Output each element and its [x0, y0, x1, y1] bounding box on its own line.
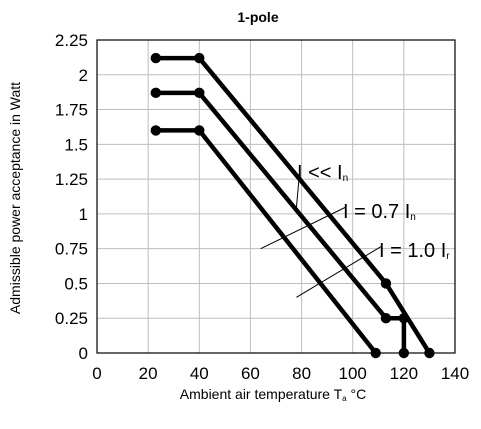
- y-tick-label: 2: [79, 66, 88, 85]
- x-axis-label-unit: °C: [347, 386, 367, 402]
- x-tick-label: 20: [139, 364, 158, 383]
- y-tick-label: 2.25: [55, 31, 88, 50]
- y-tick-label: 0.5: [64, 274, 88, 293]
- data-point-marker: [194, 125, 205, 136]
- data-point-marker: [380, 278, 392, 289]
- y-tick-label: 0.25: [55, 309, 88, 328]
- series-label-text: I << I: [297, 162, 343, 184]
- plot-frame: [96, 39, 456, 354]
- annotation-leader-line: [260, 206, 347, 250]
- annotation-leader-line: [296, 245, 383, 298]
- chart-title: 1-pole: [237, 9, 278, 25]
- data-point-marker: [380, 313, 392, 324]
- y-tick-label: 1: [79, 205, 88, 224]
- x-axis-label-text: Ambient air temperature T: [180, 386, 343, 402]
- x-tick-label: 140: [441, 364, 469, 383]
- y-tick-label: 0: [79, 344, 88, 363]
- y-axis-label: Admissible power acceptance in Watt: [7, 82, 23, 314]
- series-label: I = 0.7 In: [343, 201, 416, 223]
- x-tick-label: 120: [390, 364, 418, 383]
- series-label: I = 1.0 Ir: [379, 240, 450, 262]
- series-label-subscript: n: [410, 212, 416, 223]
- series-label-subscript: r: [446, 251, 450, 262]
- x-tick-label: 0: [92, 364, 101, 383]
- annotations: I << InI = 0.7 InI = 1.0 Ir: [260, 162, 450, 298]
- x-axis-label: Ambient air temperature Ta °C: [180, 386, 366, 403]
- series-line-3: [153, 128, 378, 356]
- data-point-marker: [194, 52, 205, 64]
- data-point-marker: [398, 313, 410, 324]
- data-point-marker: [194, 87, 205, 99]
- series-label: I << In: [297, 162, 348, 184]
- y-tick-label: 0.75: [55, 240, 88, 259]
- y-tick-label: 1.5: [64, 135, 88, 154]
- series-label-text: I = 0.7 I: [343, 201, 410, 223]
- data-point-marker: [424, 347, 435, 359]
- annotation-leader-line: [295, 167, 301, 207]
- x-tick-label: 100: [339, 364, 367, 383]
- axes: [96, 39, 456, 354]
- series-markers: [150, 52, 435, 359]
- series-label-text: I = 1.0 I: [379, 240, 446, 262]
- data-point-marker: [150, 125, 162, 136]
- x-tick-label: 60: [241, 364, 260, 383]
- x-axis-label-subscript: a: [342, 394, 347, 403]
- series-label-subscript: n: [343, 173, 349, 184]
- y-tick-label: 1.75: [55, 101, 88, 120]
- x-tick-label: 80: [292, 364, 311, 383]
- y-tick-labels: 0 0.25 0.5 0.75 1 1.25 1.5 1.75 2 2.25: [55, 31, 88, 363]
- data-point-marker: [150, 52, 162, 64]
- data-point-marker: [398, 347, 410, 359]
- data-point-marker: [370, 347, 381, 359]
- x-tick-labels: 0 20 40 60 80 100 120 140: [92, 364, 469, 383]
- y-tick-label: 1.25: [55, 170, 88, 189]
- x-tick-label: 40: [190, 364, 209, 383]
- data-point-marker: [150, 87, 162, 99]
